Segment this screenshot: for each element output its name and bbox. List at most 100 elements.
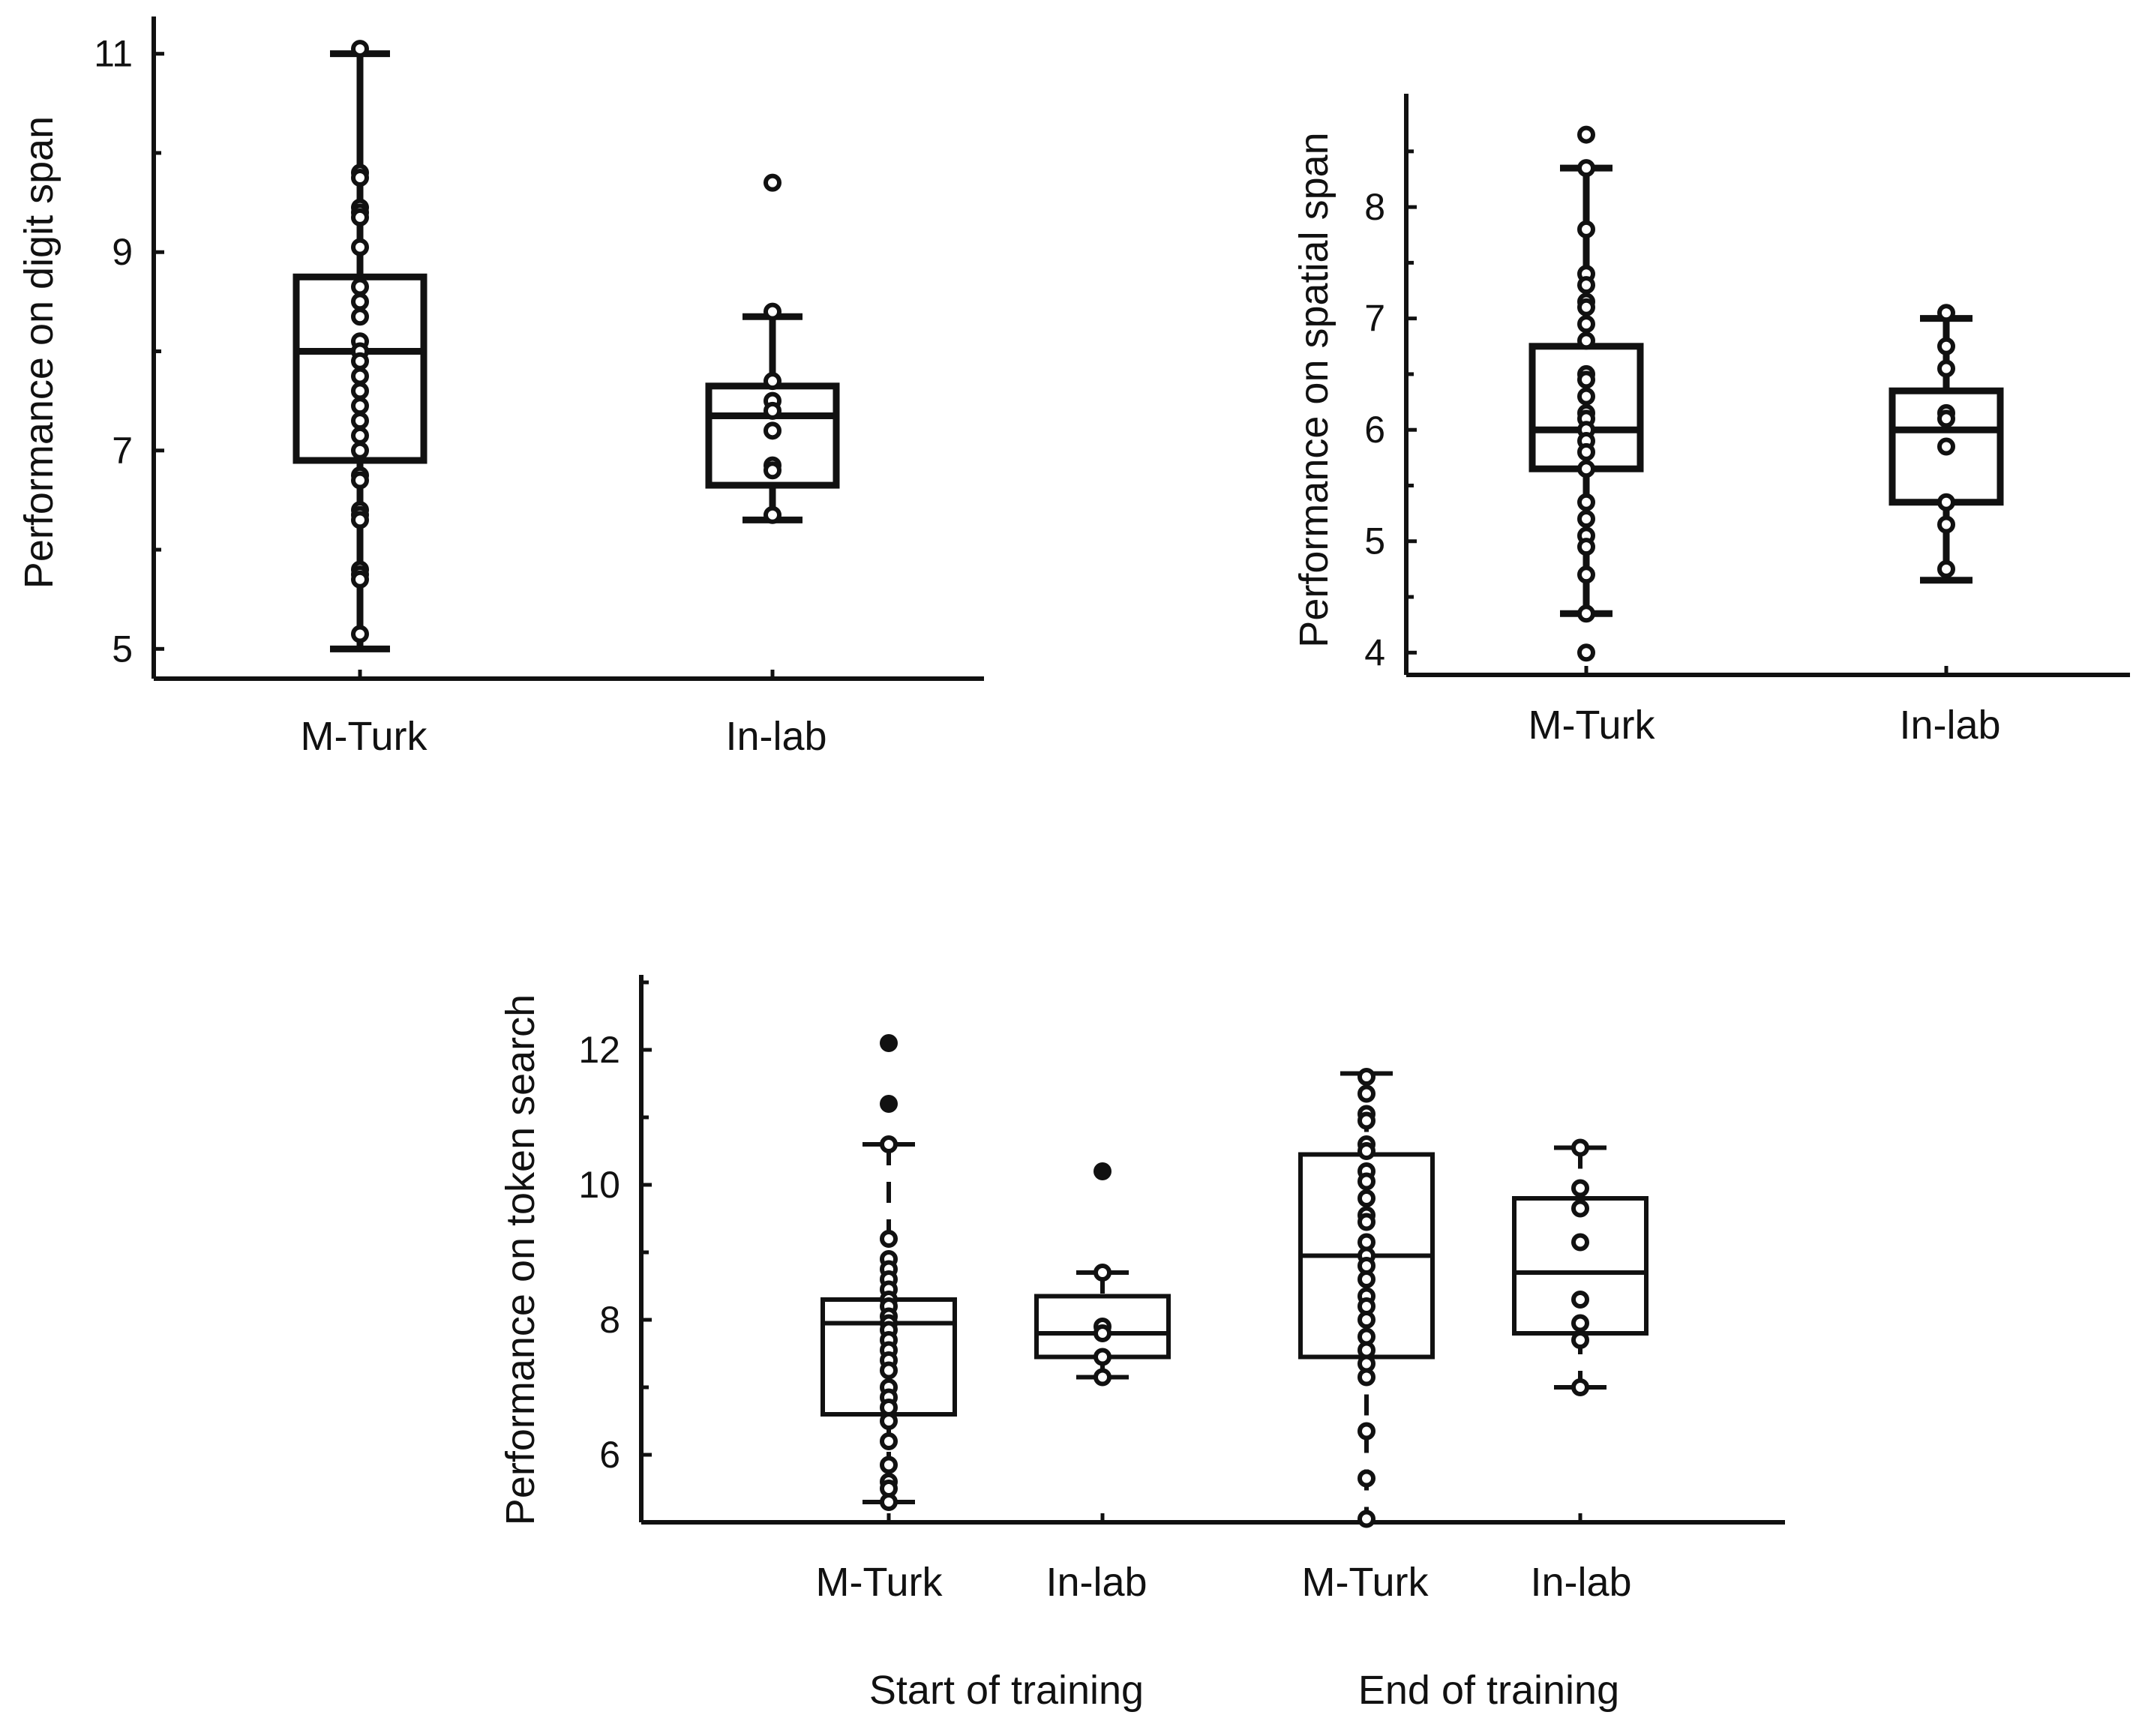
spatial-data-point	[1937, 493, 1955, 511]
spatial-data-point	[1937, 437, 1955, 456]
digit-data-point	[351, 426, 369, 445]
spatial-y-tick-label: 5	[1364, 520, 1385, 562]
spatial-data-point	[1937, 359, 1955, 378]
token-data-point	[1094, 1324, 1112, 1342]
token-data-point	[1571, 1179, 1589, 1198]
spatial-data-point	[1577, 604, 1595, 623]
token-search-plot: 6 8 10 12	[578, 975, 1785, 1528]
token-data-point	[1358, 1469, 1376, 1488]
token-data-point	[1571, 1314, 1589, 1333]
token-search-panel: 6 8 10 12 Performance on token search M-Tur…	[498, 975, 1785, 1713]
spatial-box-0	[1528, 125, 1644, 662]
digit-data-point	[351, 382, 369, 400]
digit-data-point	[351, 169, 369, 187]
spatial-data-point	[1937, 337, 1955, 355]
token-box-0	[820, 1034, 957, 1511]
spatial-span-plot: 4 5 6 7 8	[1364, 94, 2130, 677]
spatial-y-tick-label: 6	[1364, 409, 1385, 451]
digit-data-point	[351, 397, 369, 415]
token-data-point	[1358, 1111, 1376, 1130]
token-data-point	[1094, 1348, 1112, 1366]
spatial-y-tick-label: 8	[1364, 186, 1385, 228]
token-data-point	[1358, 1172, 1376, 1191]
token-data-point	[1571, 1291, 1589, 1309]
token-data-point	[1571, 1233, 1589, 1252]
digit-data-point	[351, 238, 369, 256]
digit-data-point	[351, 277, 369, 296]
token-y-tick-label: 6	[599, 1434, 620, 1476]
token-data-point	[880, 1361, 898, 1380]
digit-data-point	[351, 367, 369, 385]
digit-data-point	[764, 505, 782, 524]
digit-data-point	[351, 570, 369, 589]
spatial-data-point	[1577, 643, 1595, 662]
token-box-3	[1512, 1138, 1648, 1396]
token-data-point	[880, 1493, 898, 1511]
digit-data-point	[764, 421, 782, 440]
digit-span-y-axis-title: Performance on digit span	[16, 116, 62, 589]
digit-y-tick-label: 7	[112, 430, 133, 472]
digit-y-tick-label: 11	[94, 33, 133, 75]
digit-data-point	[351, 208, 369, 226]
spatial-data-point	[1577, 125, 1595, 144]
digit-data-point	[764, 302, 782, 321]
spatial-data-point	[1937, 304, 1955, 322]
token-search-category-start-mturk: M-Turk	[816, 1560, 944, 1605]
digit-span-category-inlab: In-lab	[725, 714, 826, 759]
token-y-tick-label: 10	[578, 1164, 620, 1206]
digit-data-point	[764, 372, 782, 391]
digit-data-point	[764, 401, 782, 420]
token-data-point	[1358, 1311, 1376, 1329]
digit-span-plot: 5 7 9 11	[94, 16, 984, 681]
digit-data-point	[351, 292, 369, 311]
digit-data-point	[351, 412, 369, 430]
spatial-data-point	[1577, 493, 1595, 511]
token-data-point	[880, 1230, 898, 1248]
token-data-point	[1571, 1199, 1589, 1218]
digit-data-point	[351, 352, 369, 370]
token-data-point	[1094, 1162, 1112, 1180]
token-box-1	[1034, 1162, 1171, 1387]
token-data-point	[1571, 1378, 1589, 1396]
spatial-data-point	[1577, 442, 1595, 461]
spatial-data-point	[1577, 370, 1595, 389]
spatial-span-y-axis-title: Performance on spatial span	[1292, 132, 1336, 647]
token-data-point	[880, 1456, 898, 1474]
spatial-data-point	[1937, 559, 1955, 578]
digit-box-0	[292, 40, 428, 652]
token-data-point	[880, 1432, 898, 1450]
spatial-data-point	[1937, 409, 1955, 428]
digit-y-tick-label: 9	[112, 231, 133, 273]
token-search-category-end-mturk: M-Turk	[1302, 1560, 1430, 1605]
token-data-point	[1358, 1422, 1376, 1441]
spatial-data-point	[1937, 515, 1955, 534]
spatial-data-point	[1577, 276, 1595, 295]
spatial-data-point	[1577, 565, 1595, 584]
digit-data-point	[764, 461, 782, 480]
spatial-data-point	[1577, 298, 1595, 316]
digit-data-point	[764, 173, 782, 192]
digit-data-point	[351, 471, 369, 490]
token-y-tick-label: 12	[578, 1029, 620, 1071]
digit-data-point	[351, 511, 369, 529]
token-data-point	[1094, 1368, 1112, 1387]
token-data-point	[880, 1135, 898, 1153]
spatial-data-point	[1577, 510, 1595, 529]
token-data-point	[1358, 1084, 1376, 1103]
spatial-data-point	[1577, 460, 1595, 478]
token-y-tick-label: 8	[599, 1299, 620, 1341]
token-search-category-end-inlab: In-lab	[1530, 1560, 1631, 1605]
token-data-point	[1358, 1189, 1376, 1207]
spatial-y-tick-label: 4	[1364, 631, 1385, 673]
token-data-point	[1571, 1331, 1589, 1349]
token-data-point	[880, 1034, 898, 1052]
token-data-point	[1571, 1138, 1589, 1157]
digit-data-point	[351, 625, 369, 643]
spatial-data-point	[1577, 331, 1595, 350]
token-iqr-box	[1512, 1196, 1648, 1336]
digit-span-category-mturk: M-Turk	[301, 714, 428, 759]
digit-data-point	[351, 307, 369, 326]
token-data-point	[1358, 1368, 1376, 1387]
token-data-point	[1358, 1068, 1376, 1086]
